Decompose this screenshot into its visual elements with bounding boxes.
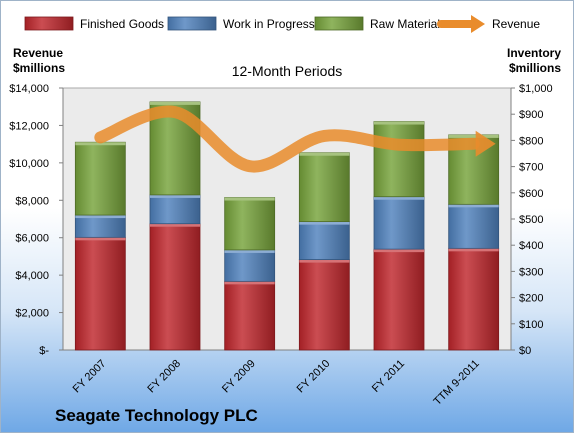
bar-segment-raw-materials (224, 197, 276, 251)
right-tick-label: $0 (519, 345, 531, 357)
legend-label: Raw Materials (370, 17, 446, 31)
bar-segment-work-in-progress (373, 196, 425, 250)
revenue-arrowhead (475, 130, 496, 157)
revenue-line (94, 105, 480, 173)
bar-segment-top-highlight (224, 281, 275, 285)
right-tick-label: $600 (519, 188, 543, 200)
chart-title: 12-Month Periods (232, 63, 343, 79)
right-tick-label: $900 (519, 109, 543, 121)
left-tick-label: $12,000 (9, 120, 49, 132)
right-tick-label: $1,000 (519, 83, 553, 95)
bar-segment-finished-goods (373, 248, 425, 351)
bar-segment-top-highlight (150, 194, 200, 198)
x-tick-label: FY 2007 (71, 358, 109, 396)
left-tick-label: $10,000 (9, 158, 49, 170)
bar-segment-top-highlight (224, 197, 275, 201)
bar-segment-top-highlight (374, 196, 424, 200)
bar-segment-raw-materials (74, 141, 126, 216)
bar-segment-top-highlight (75, 237, 126, 241)
right-axis-title: Inventory (507, 46, 561, 60)
bar-segment-top-highlight (299, 152, 350, 156)
bar-segment-top-highlight (150, 223, 200, 227)
bar-segment-finished-goods (74, 236, 126, 351)
legend-swatch-arrow (471, 15, 485, 33)
left-tick-label: $8,000 (15, 195, 49, 207)
right-tick-label: $800 (519, 135, 543, 147)
bar-segment-top-highlight (448, 134, 499, 138)
bar-segment-top-highlight (448, 248, 499, 252)
left-tick-label: $4,000 (15, 270, 49, 282)
bar-segment-raw-materials (298, 152, 350, 223)
legend-label: Revenue (492, 17, 540, 31)
x-tick-label: FY 2010 (295, 358, 333, 396)
left-tick-label: $- (39, 345, 49, 357)
left-tick-label: $2,000 (15, 308, 49, 320)
bar-segment-finished-goods (224, 280, 276, 351)
legend-label: Work in Progress (223, 17, 315, 31)
legend-swatch (314, 16, 364, 31)
right-tick-label: $700 (519, 162, 543, 174)
right-tick-label: $400 (519, 240, 543, 252)
legend-swatch (167, 16, 217, 31)
bar-segment-top-highlight (150, 101, 200, 105)
legend-swatch (24, 16, 74, 31)
bar-segment-top-highlight (299, 221, 350, 225)
left-tick-label: $6,000 (15, 233, 49, 245)
x-tick-label: TTM 9-2011 (432, 358, 482, 408)
bar-segment-work-in-progress (448, 203, 500, 249)
x-tick-label: FY 2009 (220, 358, 258, 396)
right-tick-label: $500 (519, 214, 543, 226)
bar-segment-finished-goods (149, 223, 201, 351)
bar-segment-finished-goods (448, 247, 500, 351)
bar-segment-top-highlight (374, 121, 424, 125)
bar-segment-top-highlight (75, 142, 126, 146)
company-name: Seagate Technology PLC (55, 406, 258, 425)
bar-segment-work-in-progress (149, 194, 201, 225)
bar-segment-finished-goods (298, 259, 350, 351)
bar-segment-top-highlight (75, 215, 126, 219)
plot-area (62, 87, 512, 351)
right-axis-title-units: $millions (509, 61, 561, 75)
bar-segment-work-in-progress (298, 221, 350, 261)
x-tick-label: FY 2008 (145, 358, 183, 396)
bar-segment-top-highlight (374, 249, 424, 253)
bar-segment-top-highlight (448, 204, 499, 208)
bar-segment-top-highlight (224, 249, 275, 253)
bar-segment-raw-materials (373, 121, 425, 198)
bar-segment-top-highlight (299, 259, 350, 263)
right-tick-label: $100 (519, 319, 543, 331)
left-axis-title-units: $millions (13, 61, 65, 75)
right-tick-label: $200 (519, 293, 543, 305)
x-tick-label: FY 2011 (370, 358, 407, 395)
left-tick-label: $14,000 (9, 83, 49, 95)
right-tick-label: $300 (519, 266, 543, 278)
bar-segment-work-in-progress (224, 249, 276, 282)
bar-segment-work-in-progress (74, 214, 126, 238)
legend-label: Finished Goods (80, 17, 164, 31)
left-axis-title: Revenue (13, 46, 63, 60)
